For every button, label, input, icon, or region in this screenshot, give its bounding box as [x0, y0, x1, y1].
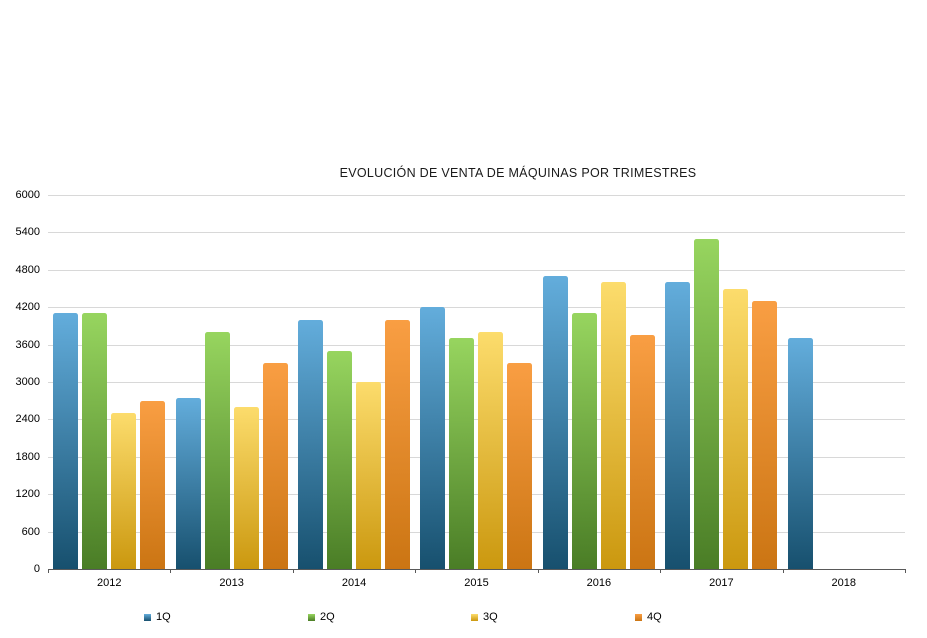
y-tick-label: 4800 [15, 263, 40, 276]
bar-group-2015 [415, 195, 537, 569]
bar-group-2018 [783, 195, 905, 569]
gridline [48, 382, 905, 383]
bar-2013-3Q [233, 406, 259, 569]
x-axis-tick [48, 569, 49, 573]
x-tick-label-2017: 2017 [709, 577, 734, 589]
gridline [48, 232, 905, 234]
y-tick-label: 4200 [15, 301, 40, 314]
x-axis-tick [415, 569, 417, 573]
bar-2012-2Q [82, 313, 108, 569]
x-axis-tick [292, 569, 294, 573]
bar-2014-2Q [327, 350, 353, 569]
x-axis-tick [905, 569, 906, 573]
gridline [48, 419, 905, 421]
bar-2012-4Q [140, 400, 166, 569]
y-tick-label: 3000 [15, 376, 40, 388]
gridline [48, 195, 905, 196]
bar-group-2017 [660, 195, 782, 569]
bar-2012-1Q [53, 313, 79, 569]
gridline [48, 307, 905, 309]
bar-group-2016 [538, 195, 660, 569]
bar-2017-2Q [694, 238, 720, 569]
plot-area [48, 195, 906, 573]
y-tick-label: 1800 [15, 450, 40, 463]
x-axis-line [48, 569, 905, 570]
bar-2015-4Q [507, 363, 533, 569]
legend: 1Q 2Q 3Q 4Q [0, 610, 927, 626]
y-tick-label: 1200 [15, 488, 40, 501]
x-tick-label-2018: 2018 [831, 577, 857, 589]
x-tick-label-2015: 2015 [464, 577, 489, 589]
gridline [48, 269, 905, 271]
bar-2016-1Q [542, 276, 568, 569]
legend-label: 3Q [483, 611, 498, 623]
bar-2013-4Q [262, 363, 288, 569]
bar-2012-3Q [111, 413, 137, 569]
y-tick-label: 0 [33, 563, 40, 575]
y-tick-label: 2400 [15, 413, 40, 426]
legend-swatch-3q [471, 614, 478, 621]
bar-2014-4Q [385, 319, 411, 569]
x-axis-labels: 2012 2013 2014 2015 2016 2017 2018 [0, 577, 927, 591]
gridline [48, 531, 905, 533]
bar-2017-4Q [752, 300, 778, 569]
gridline [48, 456, 905, 458]
chart-title: EVOLUCIÓN DE VENTA DE MÁQUINAS POR TRIME… [339, 166, 697, 180]
y-tick-label: 5400 [15, 226, 40, 239]
bar-2016-2Q [571, 313, 597, 569]
x-axis-tick [660, 569, 662, 573]
bar-2015-2Q [449, 338, 475, 569]
legend-item-1q: 1Q [144, 610, 171, 625]
bar-2016-4Q [629, 335, 655, 569]
bar-2015-3Q [478, 332, 504, 569]
legend-label: 2Q [320, 611, 335, 623]
bar-2017-3Q [723, 288, 749, 569]
bar-2014-3Q [356, 382, 382, 569]
legend-label: 1Q [156, 611, 171, 623]
gridline [48, 344, 905, 346]
y-tick-label: 3600 [15, 338, 40, 351]
legend-item-2q: 2Q [308, 610, 335, 625]
x-tick-label-2016: 2016 [586, 577, 612, 589]
bar-group-2014 [293, 195, 415, 569]
bar-2016-3Q [600, 282, 626, 569]
x-tick-label-2014: 2014 [341, 577, 367, 589]
bar-2017-1Q [665, 282, 691, 569]
gridline [48, 494, 905, 496]
legend-item-4q: 4Q [635, 610, 662, 625]
bar-group-2013 [170, 195, 292, 569]
bar-2014-1Q [298, 319, 324, 569]
bar-2015-1Q [420, 307, 446, 569]
x-axis-tick [782, 569, 784, 573]
bar-2013-1Q [175, 397, 201, 569]
bar-2013-2Q [204, 332, 230, 569]
y-axis-labels: 0 600 1200 1800 2400 3000 3600 4200 4800 5400 6000 [0, 189, 40, 575]
legend-swatch-4q [635, 614, 642, 621]
legend-label: 4Q [647, 611, 662, 623]
legend-item-3q: 3Q [471, 610, 498, 625]
bar-group-2012 [48, 195, 170, 569]
legend-swatch-2q [308, 614, 315, 621]
x-axis-tick [170, 569, 172, 573]
y-tick-label: 6000 [15, 189, 40, 201]
legend-swatch-1q [144, 614, 151, 621]
x-tick-label-2013: 2013 [219, 577, 244, 589]
x-tick-label-2012: 2012 [96, 577, 122, 589]
y-tick-label: 600 [21, 525, 40, 538]
bar-2018-1Q [787, 338, 813, 569]
x-axis-tick [537, 569, 539, 573]
bar-groups [48, 195, 905, 569]
